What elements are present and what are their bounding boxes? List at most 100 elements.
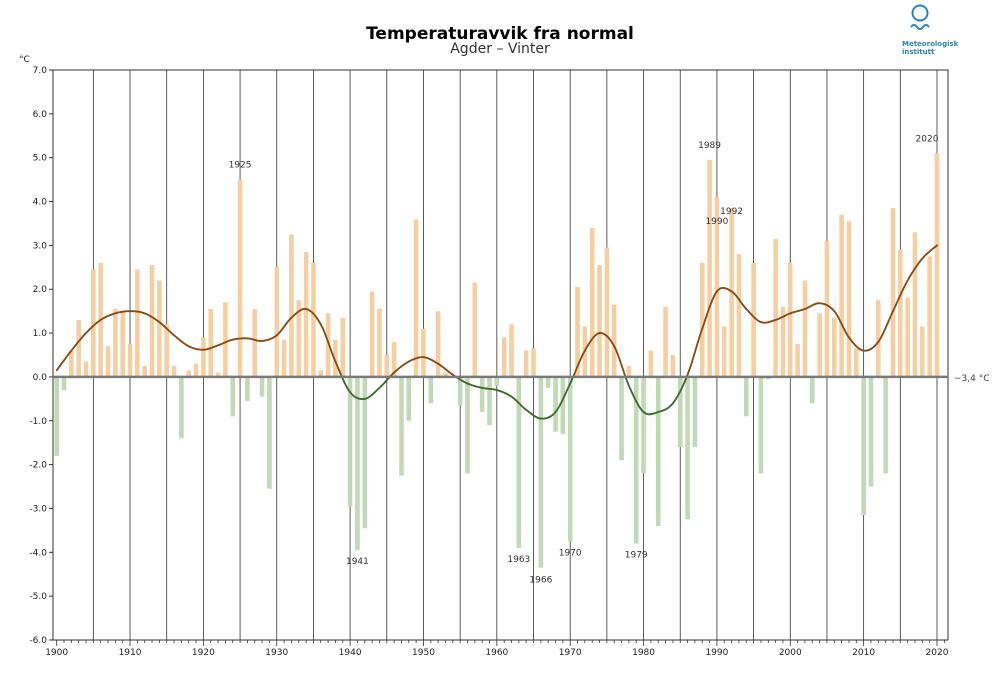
bar-1951 [428,376,434,404]
y-tick-label: -5.0 [29,592,47,602]
x-tick-label: 1930 [265,648,288,658]
bar-2009 [853,348,859,377]
met-logo: Meteorologisk institutt [902,4,972,56]
bar-2002 [802,280,808,377]
bar-1956 [465,376,470,474]
bar-1917 [179,376,184,439]
bar-1955 [457,376,463,406]
bar-1967 [545,376,551,388]
bar-1985 [677,376,683,448]
bar-1919 [193,363,199,377]
bar-1904 [83,361,89,377]
bar-1949 [413,219,419,377]
bar-1929 [267,376,272,489]
x-tick-label: 2000 [779,648,802,658]
bar-2004 [817,313,822,377]
bar-1991 [721,326,727,377]
bar-1947 [399,376,404,476]
bar-1934 [303,251,309,377]
bar-2020 [934,153,940,377]
bar-1922 [215,372,221,377]
bar-1962 [509,324,514,377]
bar-1938 [333,339,338,377]
x-tick-label: 1910 [119,648,142,658]
bar-1976 [611,304,617,377]
y-tick-label: -1.0 [29,417,47,427]
bar-1950 [421,328,426,377]
bar-1986 [685,376,690,520]
bar-2000 [787,262,793,377]
bar-1999 [780,306,786,377]
y-tick-label: -4.0 [29,548,47,558]
plot-frame [52,69,949,641]
bar-1981 [648,350,654,377]
x-tick-label: 1900 [45,648,68,658]
x-tick-label: 1960 [485,648,508,658]
bar-1901 [61,376,67,391]
bar-1931 [281,339,287,377]
bar-1971 [575,287,580,377]
chart-subtitle: Agder – Vinter [450,41,550,57]
bar-1959 [487,376,492,426]
x-tick-label: 1980 [632,648,655,658]
bar-1975 [604,247,610,377]
bar-1916 [171,365,177,377]
bar-2018 [920,326,925,377]
bar-1913 [149,265,155,377]
bar-2016 [905,298,910,377]
bar-1907 [105,346,111,377]
bar-2007 [839,214,844,377]
bar-1921 [208,308,214,377]
bar-1943 [369,291,375,377]
x-tick-label: 1990 [705,648,728,658]
bar-1940 [347,376,353,507]
annotation-1990: 1990 [705,217,728,227]
bar-1987 [692,376,698,448]
y-tick-label: 4.0 [33,198,48,208]
bar-1973 [589,227,595,377]
bar-1957 [472,282,478,377]
axes: −3,4 °C -6.0 -5.0 -4.0 -3.0 -2.0 -1.0 0.0 1.0 2.0… [19,55,990,658]
normal-label: −3,4 °C [954,374,990,384]
bar-1963 [516,376,522,548]
bar-1900 [54,376,59,456]
y-tick-label: 2.0 [33,285,48,295]
y-tick-label: 7.0 [33,66,48,76]
bar-1946 [391,341,397,377]
bar-2001 [795,344,800,377]
bar-1911 [135,269,140,377]
grid [52,69,949,641]
bar-1912 [142,365,148,377]
bar-1990 [714,197,720,377]
bar-1918 [186,370,192,377]
bar-1910 [127,344,133,377]
bar-1970 [567,376,573,542]
bar-2008 [846,221,852,377]
bar-1948 [406,376,412,421]
bar-2015 [898,249,903,377]
bar-1937 [325,313,331,377]
x-tick-label: 1920 [192,648,215,658]
bar-1925 [237,179,243,377]
bar-1924 [230,376,236,417]
bar-1960 [494,376,500,386]
bar-1969 [560,376,566,434]
bar-1995 [751,262,756,377]
bar-2019 [927,256,932,377]
met-logo-text: Meteorologisk institutt [902,40,959,56]
bar-1961 [501,337,507,377]
bar-1989 [707,159,712,377]
x-tick-label: 2020 [926,648,949,658]
y-tick-label: 6.0 [33,110,48,120]
bar-2010 [861,376,866,516]
annotation-2020: 2020 [916,134,939,144]
y-tick-label: 0.0 [33,373,48,383]
bar-2014 [890,208,896,377]
bar-1926 [245,376,250,402]
bar-2011 [868,376,874,487]
bar-1914 [157,280,162,377]
bar-1953 [443,372,448,377]
annotation-1963: 1963 [507,555,530,565]
bar-2003 [809,376,815,404]
bar-1998 [773,238,778,377]
